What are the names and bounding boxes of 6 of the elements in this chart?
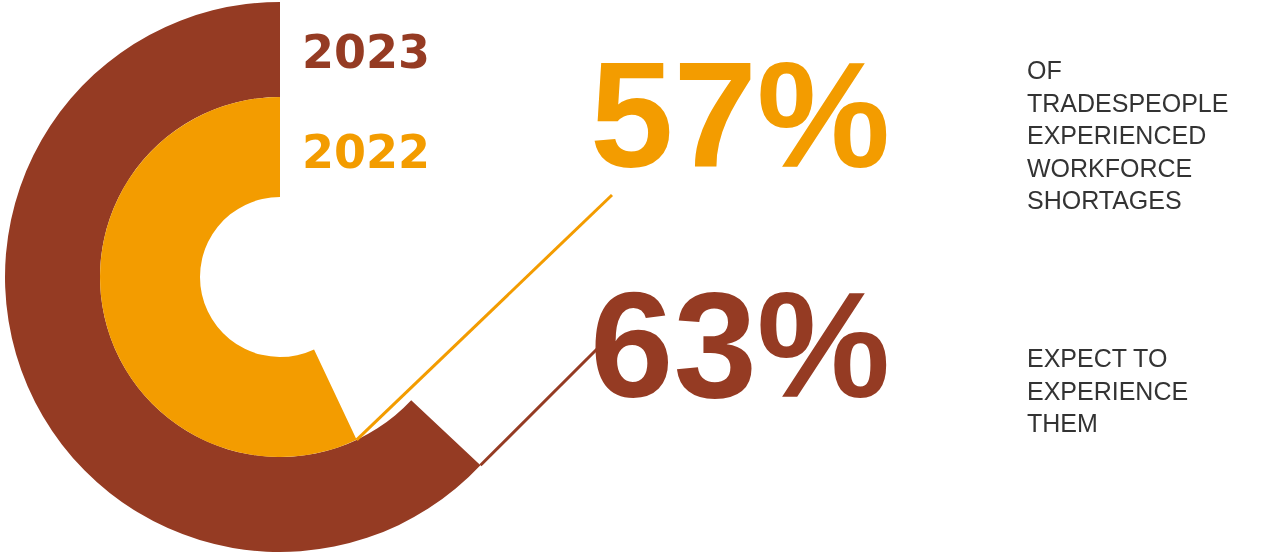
slice-label: 2023 xyxy=(302,25,431,79)
slice-label: 2022 xyxy=(302,125,431,179)
data-label: 57% xyxy=(590,31,891,199)
text: EXPECT TO EXPERIENCE THEM xyxy=(1027,344,1189,437)
data-label: 63% xyxy=(590,261,891,429)
text: OF TRADESPEOPLE EXPERIENCED WORKFORCE SHORTAGES xyxy=(1027,56,1229,214)
